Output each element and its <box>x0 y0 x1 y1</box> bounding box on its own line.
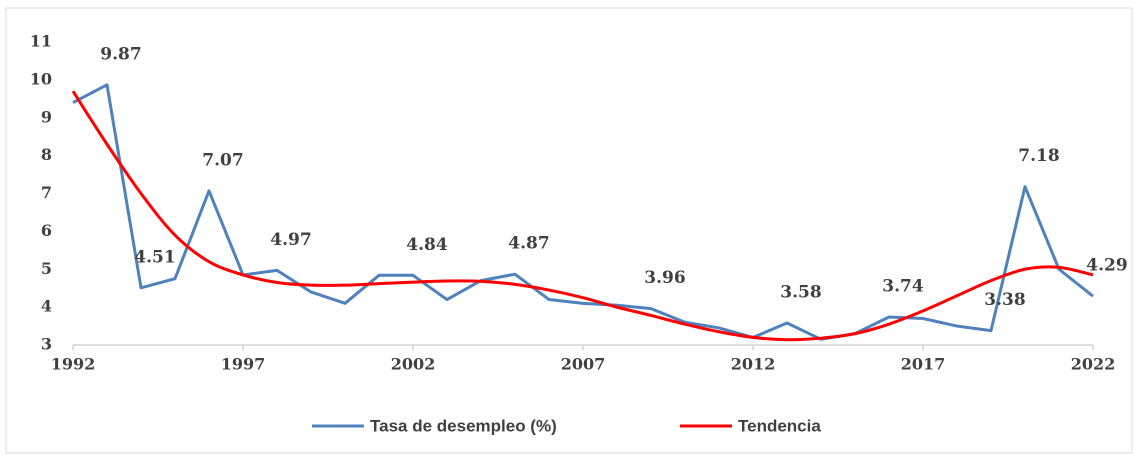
series-line <box>71 90 1094 342</box>
y-tick-label: 6 <box>41 221 52 240</box>
x-tick-label: 2017 <box>901 355 946 374</box>
data-label: 4.87 <box>508 234 549 254</box>
y-tick-label: 8 <box>41 145 52 164</box>
data-label: 9.87 <box>100 44 141 64</box>
x-tick-label: 2012 <box>731 355 776 374</box>
y-tick-label: 4 <box>41 297 52 316</box>
y-tick-label: 3 <box>41 335 52 354</box>
data-label: 4.97 <box>270 230 311 250</box>
y-tick-label: 9 <box>41 107 52 126</box>
y-tick-label: 5 <box>41 259 52 278</box>
data-label: 3.38 <box>984 290 1025 310</box>
data-label: 7.18 <box>1018 146 1059 166</box>
data-label: 4.29 <box>1086 256 1127 276</box>
data-label: 3.58 <box>780 283 821 303</box>
chart-frame <box>5 7 1133 454</box>
x-tick-label: 1997 <box>221 355 266 374</box>
x-tick-label: 2002 <box>391 355 436 374</box>
legend-label: Tendencia <box>738 416 821 435</box>
y-tick-label: 10 <box>30 69 52 88</box>
x-tick-label: 2022 <box>1071 355 1116 374</box>
data-label: 4.51 <box>134 247 175 267</box>
data-label: 3.96 <box>644 268 685 288</box>
y-tick-label: 11 <box>30 32 52 51</box>
legend-label: Tasa de desempleo (%) <box>370 416 557 435</box>
data-label: 7.07 <box>202 150 243 170</box>
data-label: 3.74 <box>882 276 924 296</box>
x-tick-label: 2007 <box>561 355 606 374</box>
data-label: 4.84 <box>406 235 448 255</box>
x-tick-label: 1992 <box>51 355 96 374</box>
y-tick-label: 7 <box>41 183 52 202</box>
